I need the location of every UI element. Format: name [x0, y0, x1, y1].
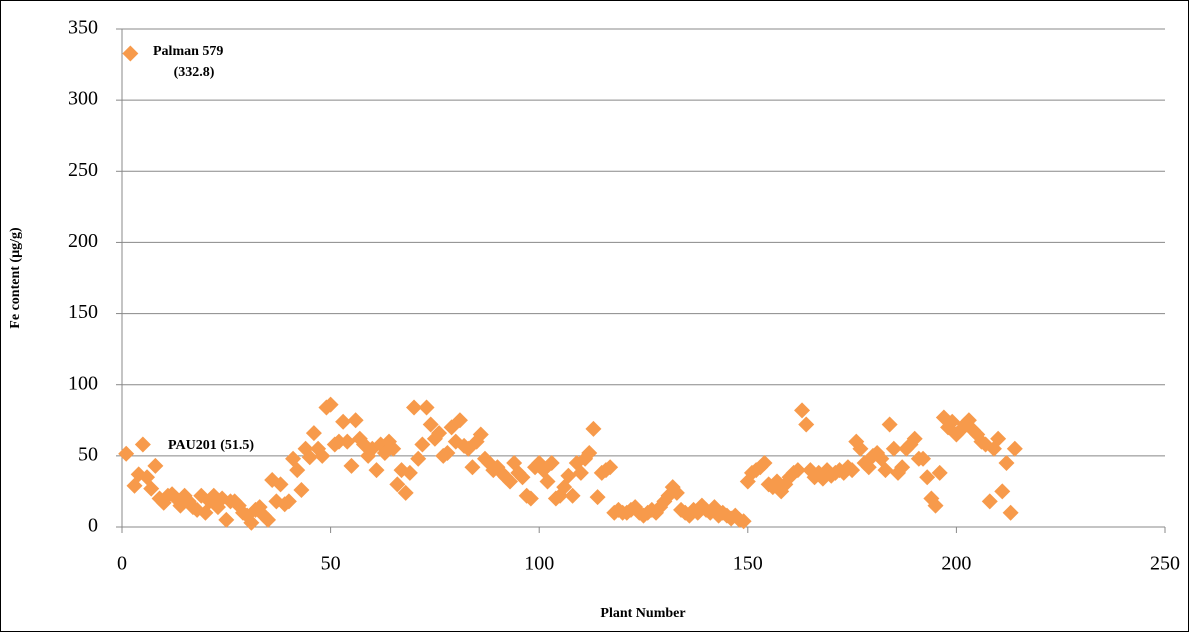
data-point	[564, 487, 581, 504]
data-point	[881, 416, 898, 433]
y-tick-label: 350	[68, 17, 98, 39]
y-axis-title: Fe content (µg/g)	[8, 227, 23, 329]
data-point	[464, 459, 481, 476]
data-point	[585, 420, 602, 437]
data-point	[994, 483, 1011, 500]
data-point	[627, 499, 644, 516]
data-point	[414, 436, 431, 453]
data-point	[919, 469, 936, 486]
data-point	[543, 454, 560, 471]
data-point	[330, 433, 347, 450]
data-point	[894, 459, 911, 476]
data-point	[844, 462, 861, 479]
data-point	[885, 440, 902, 457]
x-tick-label: 100	[524, 553, 554, 575]
data-point	[410, 450, 427, 467]
data-point	[572, 464, 589, 481]
data-point	[339, 433, 356, 450]
data-point	[335, 413, 352, 430]
y-tick-label: 200	[68, 230, 98, 252]
data-point	[589, 489, 606, 506]
data-point	[1002, 504, 1019, 521]
data-point	[581, 445, 598, 462]
data-point	[794, 402, 811, 419]
data-point	[314, 447, 331, 464]
x-tick-label: 150	[733, 553, 763, 575]
data-point	[906, 430, 923, 447]
data-point	[877, 462, 894, 479]
data-point	[735, 513, 752, 530]
data-point	[272, 476, 289, 493]
y-tick-label: 300	[68, 88, 98, 110]
annotation: Palman 579	[153, 44, 223, 59]
data-point	[514, 469, 531, 486]
data-point	[368, 462, 385, 479]
data-point	[418, 399, 435, 416]
data-point	[406, 399, 423, 416]
data-point	[931, 464, 948, 481]
data-point	[385, 440, 402, 457]
data-point	[789, 462, 806, 479]
data-point	[981, 493, 998, 510]
x-tick-label: 0	[117, 553, 127, 575]
data-point	[401, 464, 418, 481]
data-point	[451, 412, 468, 429]
data-point	[218, 511, 235, 528]
data-point	[944, 413, 961, 430]
data-point	[301, 449, 318, 466]
data-point	[280, 493, 297, 510]
y-tick-label: 50	[78, 443, 98, 465]
data-point	[147, 457, 164, 474]
data-point	[143, 480, 160, 497]
annotation: PAU201 (51.5)	[168, 438, 254, 453]
data-point	[668, 484, 685, 501]
data-point	[998, 454, 1015, 471]
data-point	[431, 425, 448, 442]
data-point	[602, 459, 619, 476]
data-point	[118, 445, 135, 462]
data-point	[305, 425, 322, 442]
data-point	[560, 467, 577, 484]
data-point	[289, 462, 306, 479]
data-point	[322, 396, 339, 413]
data-point	[422, 416, 439, 433]
data-point	[472, 426, 489, 443]
y-tick-label: 0	[88, 515, 98, 537]
data-point	[230, 497, 247, 514]
data-point	[539, 473, 556, 490]
data-point	[915, 450, 932, 467]
data-point	[260, 511, 277, 528]
data-point	[243, 514, 260, 531]
y-tick-label: 250	[68, 159, 98, 181]
data-point	[389, 476, 406, 493]
data-point	[134, 436, 151, 453]
data-point	[122, 45, 139, 62]
data-point	[293, 482, 310, 499]
data-point	[852, 440, 869, 457]
data-point	[990, 430, 1007, 447]
data-point	[756, 454, 773, 471]
x-axis-title: Plant Number	[600, 606, 685, 621]
data-point	[706, 499, 723, 516]
x-tick-label: 200	[941, 553, 971, 575]
data-point	[501, 473, 518, 490]
data-point	[347, 412, 364, 429]
data-point	[251, 499, 268, 516]
y-tick-label: 100	[68, 372, 98, 394]
x-tick-label: 50	[321, 553, 341, 575]
data-point	[927, 497, 944, 514]
data-point	[1006, 440, 1023, 457]
data-point	[343, 457, 360, 474]
annotation: (332.8)	[174, 65, 215, 80]
data-point	[522, 490, 539, 507]
data-point	[439, 445, 456, 462]
data-point	[693, 497, 710, 514]
x-tick-label: 250	[1150, 553, 1180, 575]
data-point	[798, 416, 815, 433]
y-tick-label: 150	[68, 301, 98, 323]
data-point	[397, 484, 414, 501]
